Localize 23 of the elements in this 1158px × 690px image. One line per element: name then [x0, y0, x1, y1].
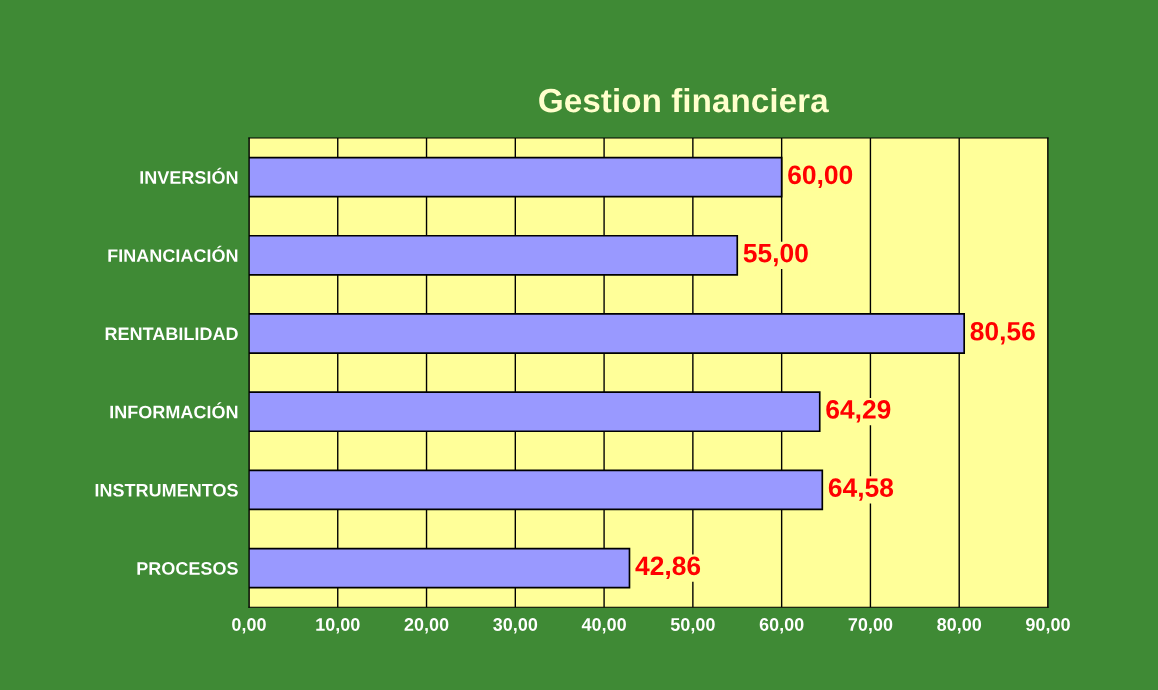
y-tick-label: RENTABILIDAD [105, 327, 238, 341]
y-tick-label: PROCESOS [137, 562, 238, 575]
x-tick-label: 60,00 [759, 618, 804, 634]
x-tick-label: 90,00 [1026, 618, 1070, 634]
data-label: 42,86 [635, 556, 701, 580]
x-tick-label: 10,00 [316, 618, 360, 634]
x-tick-label: 0,00 [232, 618, 266, 634]
x-tick-label: 50,00 [670, 618, 715, 634]
x-tick-label: 20,00 [404, 618, 449, 634]
y-tick-label: FINANCIACIÓN [108, 245, 238, 263]
chart-title: Gestion financiera [539, 87, 829, 113]
x-tick-label: 70,00 [848, 618, 893, 634]
y-tick-label: INSTRUMENTOS [95, 483, 238, 497]
data-label: 55,00 [743, 243, 808, 267]
data-label: 80,56 [970, 321, 1035, 345]
data-label: 64,58 [828, 478, 894, 501]
x-tick-label: 40,00 [581, 618, 626, 634]
data-label: 64,29 [826, 400, 891, 423]
y-tick-label: INVERSIÓN [140, 167, 238, 184]
x-tick-label: 30,00 [493, 618, 538, 634]
y-tick-label: INFORMACIÓN [110, 402, 238, 419]
x-tick-label: 80,00 [937, 618, 982, 634]
data-label: 60,00 [788, 165, 853, 189]
